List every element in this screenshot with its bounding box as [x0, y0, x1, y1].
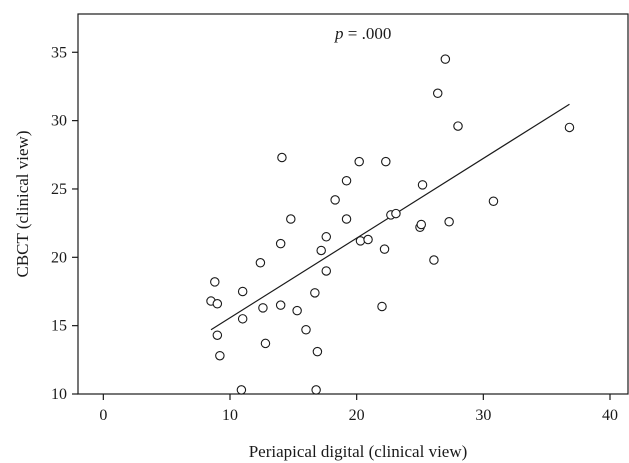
p-value-annotation: p = .000	[334, 24, 391, 43]
data-point	[453, 121, 463, 131]
data-points	[206, 54, 575, 395]
x-tick-label: 40	[602, 407, 618, 424]
data-point	[321, 266, 332, 276]
x-tick-label: 20	[349, 407, 365, 424]
data-point	[237, 314, 248, 324]
data-point	[237, 286, 248, 297]
data-point	[255, 258, 266, 268]
data-point	[236, 385, 247, 395]
y-tick-label: 10	[51, 386, 67, 403]
data-point	[260, 338, 271, 349]
data-point	[330, 195, 340, 205]
x-axis-title: Periapical digital (clinical view)	[249, 442, 468, 461]
data-point	[321, 232, 332, 242]
data-point	[564, 122, 575, 133]
data-point	[444, 217, 454, 227]
data-point	[379, 244, 390, 254]
data-point	[416, 219, 427, 230]
data-point	[432, 88, 443, 99]
data-point	[440, 54, 451, 64]
x-tick-label: 30	[475, 407, 491, 424]
data-point	[429, 255, 439, 265]
data-point	[212, 330, 223, 340]
data-point	[310, 288, 320, 298]
y-axis-title: CBCT (clinical view)	[13, 131, 32, 278]
axis-tick-labels: 0 10 20 30 40 10 15 20 25 30 35	[51, 44, 618, 424]
data-point	[277, 152, 287, 163]
plot-frame	[77, 13, 629, 395]
data-point	[210, 277, 220, 287]
data-point	[341, 214, 352, 224]
data-point	[301, 325, 311, 335]
data-point	[275, 238, 286, 249]
y-tick-label: 25	[51, 181, 67, 198]
x-tick-label: 0	[99, 407, 107, 424]
y-tick-label: 15	[51, 318, 67, 335]
data-point	[258, 303, 268, 313]
data-point	[391, 208, 401, 219]
data-point	[355, 236, 366, 246]
y-tick-label: 20	[51, 249, 67, 266]
data-point	[292, 305, 302, 316]
data-point	[377, 301, 387, 312]
data-point	[286, 214, 296, 224]
y-tick-label: 35	[51, 44, 67, 61]
x-tick-label: 10	[222, 407, 238, 424]
y-tick-label: 30	[51, 113, 67, 130]
data-point	[275, 300, 286, 310]
data-point	[311, 385, 321, 395]
data-point	[417, 180, 428, 190]
data-point	[381, 156, 391, 167]
data-point	[341, 176, 352, 186]
p-symbol: p	[334, 24, 344, 43]
data-point	[316, 245, 326, 256]
data-point	[488, 196, 499, 207]
data-point	[312, 346, 323, 357]
data-point	[215, 350, 225, 361]
p-value-text: = .000	[344, 24, 392, 43]
axis-ticks	[72, 51, 611, 400]
data-point	[363, 234, 373, 245]
data-point	[354, 156, 364, 167]
data-point	[212, 299, 223, 309]
